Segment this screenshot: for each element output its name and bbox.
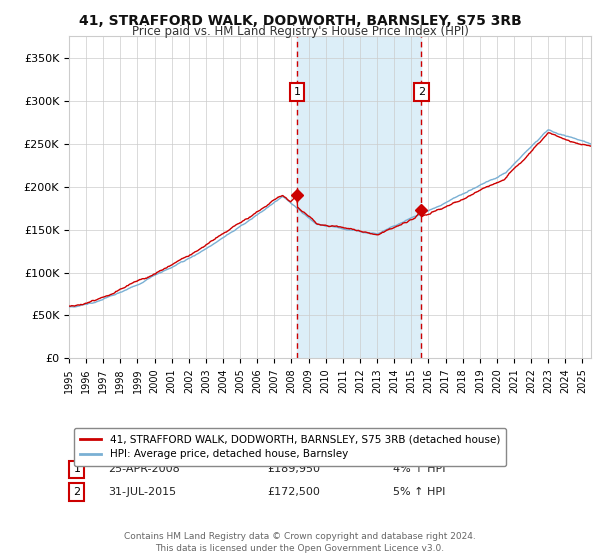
Text: 4% ↑ HPI: 4% ↑ HPI — [392, 464, 445, 474]
Text: 1: 1 — [73, 464, 80, 474]
Bar — [297, 36, 421, 358]
Text: 1: 1 — [293, 87, 301, 97]
Text: 2: 2 — [418, 87, 425, 97]
Text: Price paid vs. HM Land Registry's House Price Index (HPI): Price paid vs. HM Land Registry's House … — [131, 25, 469, 38]
Text: £189,950: £189,950 — [268, 464, 320, 474]
Text: 41, STRAFFORD WALK, DODWORTH, BARNSLEY, S75 3RB: 41, STRAFFORD WALK, DODWORTH, BARNSLEY, … — [79, 14, 521, 28]
Legend: 41, STRAFFORD WALK, DODWORTH, BARNSLEY, S75 3RB (detached house), HPI: Average p: 41, STRAFFORD WALK, DODWORTH, BARNSLEY, … — [74, 428, 506, 466]
Text: 5% ↑ HPI: 5% ↑ HPI — [392, 487, 445, 497]
Text: Contains HM Land Registry data © Crown copyright and database right 2024.
This d: Contains HM Land Registry data © Crown c… — [124, 533, 476, 553]
Text: 31-JUL-2015: 31-JUL-2015 — [108, 487, 176, 497]
Text: £172,500: £172,500 — [268, 487, 320, 497]
Text: 2: 2 — [73, 487, 80, 497]
Text: 25-APR-2008: 25-APR-2008 — [108, 464, 180, 474]
